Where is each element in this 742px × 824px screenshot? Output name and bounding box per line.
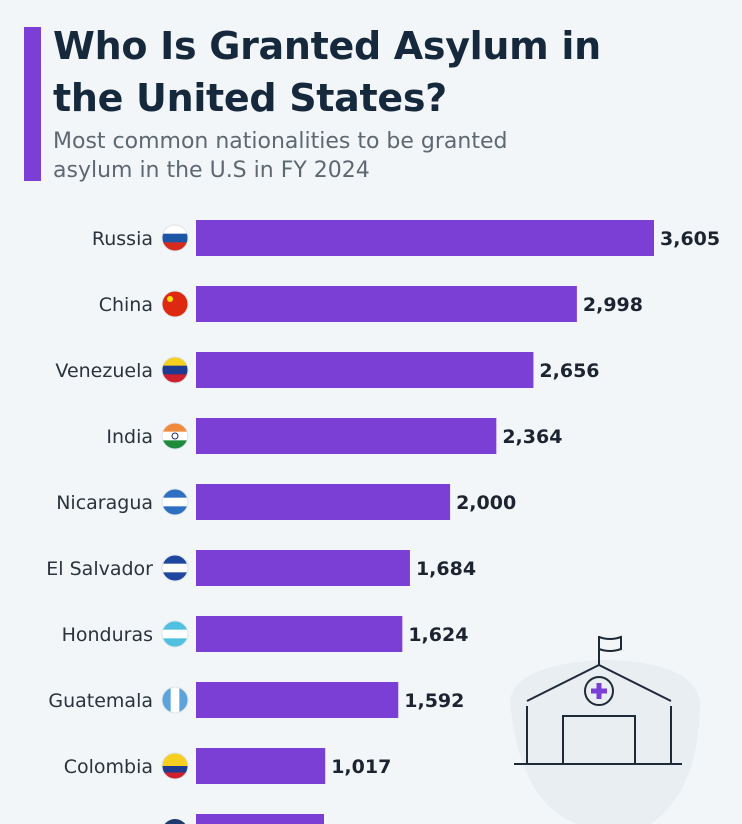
value-label: 1,592 bbox=[404, 690, 464, 712]
bar bbox=[196, 550, 410, 586]
venezuela-flag-icon bbox=[161, 356, 189, 384]
colombia-flag-icon bbox=[161, 752, 189, 780]
category-label: India bbox=[106, 426, 153, 448]
category-label: El Salvador bbox=[46, 558, 153, 580]
category-label: China bbox=[99, 294, 153, 316]
category-label: Russia bbox=[92, 228, 153, 250]
russia-flag-icon bbox=[161, 224, 189, 252]
value-label: 2,656 bbox=[539, 360, 599, 382]
nicaragua-flag-icon bbox=[161, 488, 189, 516]
category-label: Honduras bbox=[62, 624, 153, 646]
value-label: 1,624 bbox=[408, 624, 468, 646]
bar bbox=[196, 682, 399, 718]
value-label: 1,017 bbox=[331, 756, 391, 778]
bar bbox=[196, 484, 451, 520]
category-label: Nicaragua bbox=[56, 492, 153, 514]
bar bbox=[196, 418, 497, 454]
bar bbox=[196, 286, 577, 322]
value-label: 1,684 bbox=[416, 558, 476, 580]
bar bbox=[196, 220, 654, 256]
bar bbox=[196, 748, 326, 784]
value-label: 2,998 bbox=[583, 294, 643, 316]
title-accent-bar bbox=[24, 27, 41, 181]
partial-bar bbox=[196, 814, 324, 824]
india-flag-icon bbox=[161, 422, 189, 450]
value-label: 2,000 bbox=[456, 492, 516, 514]
el-salvador-flag-icon bbox=[161, 554, 189, 582]
category-label: Venezuela bbox=[55, 360, 153, 382]
value-label: 3,605 bbox=[660, 228, 720, 250]
category-label: Guatemala bbox=[48, 690, 153, 712]
bar bbox=[196, 352, 534, 388]
honduras-flag-icon bbox=[161, 620, 189, 648]
partial-flag-icon bbox=[164, 819, 186, 824]
category-label: Colombia bbox=[64, 756, 153, 778]
chart-title: Who Is Granted Asylum in the United Stat… bbox=[53, 24, 601, 120]
bar bbox=[196, 616, 403, 652]
hospital-building-icon bbox=[510, 635, 700, 824]
value-label: 2,364 bbox=[502, 426, 562, 448]
guatemala-flag-icon bbox=[161, 686, 189, 714]
chart-subtitle: Most common nationalities to be granted … bbox=[53, 129, 508, 183]
china-flag-icon bbox=[161, 290, 189, 318]
